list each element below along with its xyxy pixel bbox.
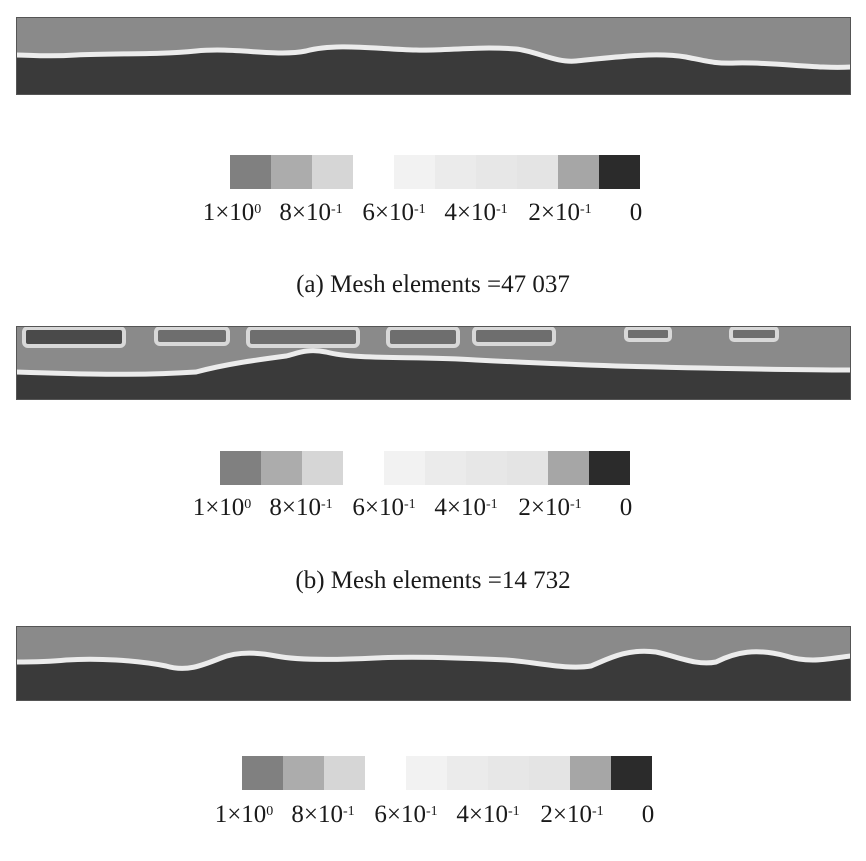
caption-a: (a) Mesh elements =47 037: [296, 271, 570, 298]
volume-fraction-field-b: [16, 326, 851, 400]
interface-line: [16, 348, 851, 377]
colorbar-tick-label: 1×100: [192, 494, 252, 521]
colorbar-swatch: [220, 451, 261, 485]
volume-fraction-field-c: [16, 626, 851, 701]
colorbar-swatch: [406, 756, 447, 790]
colorbar-swatch: [529, 756, 570, 790]
colorbar-swatch: [283, 756, 324, 790]
interface-line: [16, 44, 851, 70]
colorbar-swatch: [517, 155, 558, 189]
colorbar-swatch: [589, 451, 630, 485]
colorbar-ticks-c: 1×100 8×10-1 6×10-1 4×10-1 2×10-1 0: [0, 800, 866, 830]
colorbar-tick-label: 6×10-1: [352, 494, 416, 521]
colorbar-tick-label: 2×10-1: [540, 801, 604, 828]
volume-fraction-field-a: [16, 17, 851, 95]
upper-phase-region: [16, 626, 851, 669]
colorbar-tick-label: 2×10-1: [528, 199, 592, 226]
colorbar-swatch: [466, 451, 507, 485]
colorbar-swatch: [230, 155, 271, 189]
colorbar-tick-label: 0: [629, 199, 643, 226]
colorbar-tick-label: 4×10-1: [444, 199, 508, 226]
colorbar-tick-label: 0: [641, 801, 655, 828]
field-border: [16, 626, 851, 701]
colorbar-swatch: [488, 756, 529, 790]
colorbar-swatch: [435, 155, 476, 189]
colorbar-tick-label: 6×10-1: [362, 199, 426, 226]
field-border: [16, 326, 851, 400]
colorbar-swatch: [353, 155, 394, 189]
colorbar-tick-label: 1×100: [214, 801, 274, 828]
colorbar-swatch: [425, 451, 466, 485]
colorbar-swatch: [384, 451, 425, 485]
colorbar-ticks-a: 1×100 8×10-1 6×10-1 4×10-1 2×10-1 0: [0, 198, 866, 228]
colorbar-swatch: [611, 756, 652, 790]
colorbar-swatch: [476, 155, 517, 189]
colorbar-swatch: [599, 155, 640, 189]
colorbar-swatch: [343, 451, 384, 485]
colorbar-swatch: [570, 756, 611, 790]
colorbar-tick-label: 8×10-1: [291, 801, 355, 828]
colorbar-swatch: [365, 756, 406, 790]
colorbar-c: [242, 756, 652, 790]
colorbar-swatch: [271, 155, 312, 189]
colorbar-swatch: [261, 451, 302, 485]
colorbar-a: [230, 155, 640, 189]
colorbar-swatch: [302, 451, 343, 485]
colorbar-tick-label: 8×10-1: [269, 494, 333, 521]
colorbar-b: [220, 451, 630, 485]
colorbar-swatch: [447, 756, 488, 790]
bubble-outlines: [22, 326, 779, 348]
interface-line: [16, 648, 851, 671]
colorbar-tick-label: 6×10-1: [374, 801, 438, 828]
colorbar-tick-label: 8×10-1: [279, 199, 343, 226]
caption-b: (b) Mesh elements =14 732: [295, 567, 571, 594]
colorbar-swatch: [548, 451, 589, 485]
colorbar-tick-label: 4×10-1: [434, 494, 498, 521]
colorbar-swatch: [312, 155, 353, 189]
colorbar-swatch: [507, 451, 548, 485]
colorbar-tick-label: 2×10-1: [518, 494, 582, 521]
colorbar-tick-label: 4×10-1: [456, 801, 520, 828]
field-border: [16, 17, 851, 95]
colorbar-swatch: [242, 756, 283, 790]
colorbar-tick-label: 0: [619, 494, 633, 521]
colorbar-tick-label: 1×100: [202, 199, 262, 226]
colorbar-ticks-b: 1×100 8×10-1 6×10-1 4×10-1 2×10-1 0: [0, 493, 866, 523]
colorbar-swatch: [324, 756, 365, 790]
colorbar-swatch: [558, 155, 599, 189]
colorbar-swatch: [394, 155, 435, 189]
